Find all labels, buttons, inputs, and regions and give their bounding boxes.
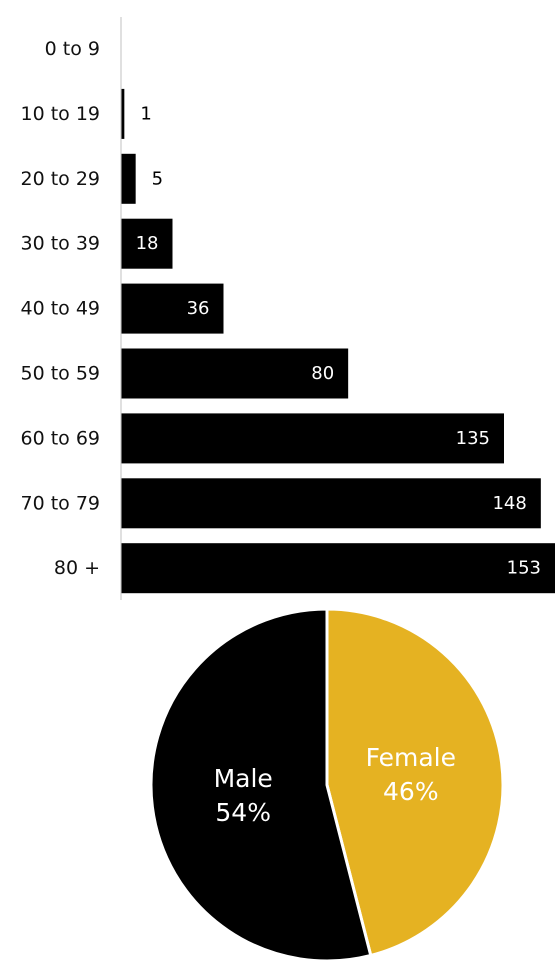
pie-slice-male (149, 610, 373, 963)
data-label-70-to-79: 148 (492, 493, 526, 514)
age-bar-chart: 0 to 9 10 to 19 20 to 29 30 to 39 40 to 49 50… (20, 17, 555, 600)
bar-50-to-59 (121, 348, 349, 399)
data-label-10-to-19: 1 (140, 103, 151, 124)
pie-label-female: Female (366, 743, 456, 772)
category-label-40-to-49: 40 to 49 (20, 298, 100, 320)
bar-60-to-69 (121, 413, 504, 464)
pie-value-male: 54% (215, 798, 271, 827)
data-label-30-to-39: 18 (136, 233, 159, 254)
pie-value-female: 46% (383, 777, 439, 806)
bar-40-to-49 (121, 283, 224, 334)
data-label-40-to-49: 36 (187, 298, 210, 319)
gender-pie-chart: Female 46% Male 54% (149, 610, 505, 963)
data-label-50-to-59: 80 (311, 363, 334, 384)
category-label-80-plus: 80 + (54, 557, 100, 579)
bar-10-to-19 (121, 88, 125, 139)
data-label-20-to-29: 5 (152, 168, 163, 189)
pie-label-male: Male (214, 764, 273, 793)
category-label-10-to-19: 10 to 19 (20, 103, 100, 125)
category-label-0-to-9: 0 to 9 (45, 38, 100, 60)
category-label-50-to-59: 50 to 59 (20, 363, 100, 385)
bar-80-plus (121, 543, 555, 594)
bar-20-to-29 (121, 153, 136, 204)
category-label-60-to-69: 60 to 69 (20, 427, 100, 449)
bar-70-to-79 (121, 478, 541, 529)
category-label-20-to-29: 20 to 29 (20, 168, 100, 190)
data-label-80-plus: 153 (507, 558, 541, 579)
category-label-30-to-39: 30 to 39 (20, 233, 100, 255)
data-label-60-to-69: 135 (456, 428, 490, 449)
category-label-70-to-79: 70 to 79 (20, 492, 100, 514)
bar-30-to-39 (121, 218, 173, 269)
pie-slice-female (325, 610, 505, 957)
